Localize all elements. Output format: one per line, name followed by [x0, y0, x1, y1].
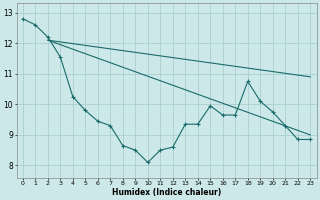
X-axis label: Humidex (Indice chaleur): Humidex (Indice chaleur) — [112, 188, 221, 197]
